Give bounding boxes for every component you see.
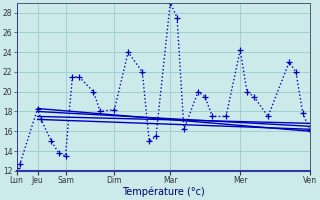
X-axis label: Température (°c): Température (°c)	[122, 187, 205, 197]
